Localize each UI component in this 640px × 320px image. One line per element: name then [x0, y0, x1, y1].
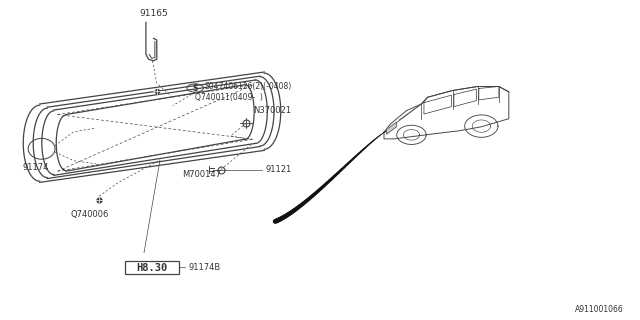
Text: H8.30: H8.30 — [136, 262, 168, 273]
Text: Q740011(0409-  ): Q740011(0409- ) — [195, 93, 263, 102]
Polygon shape — [387, 122, 396, 134]
Text: S: S — [193, 84, 198, 92]
Text: 91165: 91165 — [140, 9, 168, 18]
Text: N370021: N370021 — [253, 106, 291, 115]
Text: 91174B: 91174B — [189, 263, 221, 272]
Text: S047406126(2)(-0408): S047406126(2)(-0408) — [205, 82, 292, 91]
Text: M700147: M700147 — [182, 170, 221, 179]
Text: Q740006: Q740006 — [70, 210, 109, 219]
Text: 91121: 91121 — [266, 165, 292, 174]
Text: A911001066: A911001066 — [575, 305, 624, 314]
Text: 91174: 91174 — [22, 163, 49, 172]
